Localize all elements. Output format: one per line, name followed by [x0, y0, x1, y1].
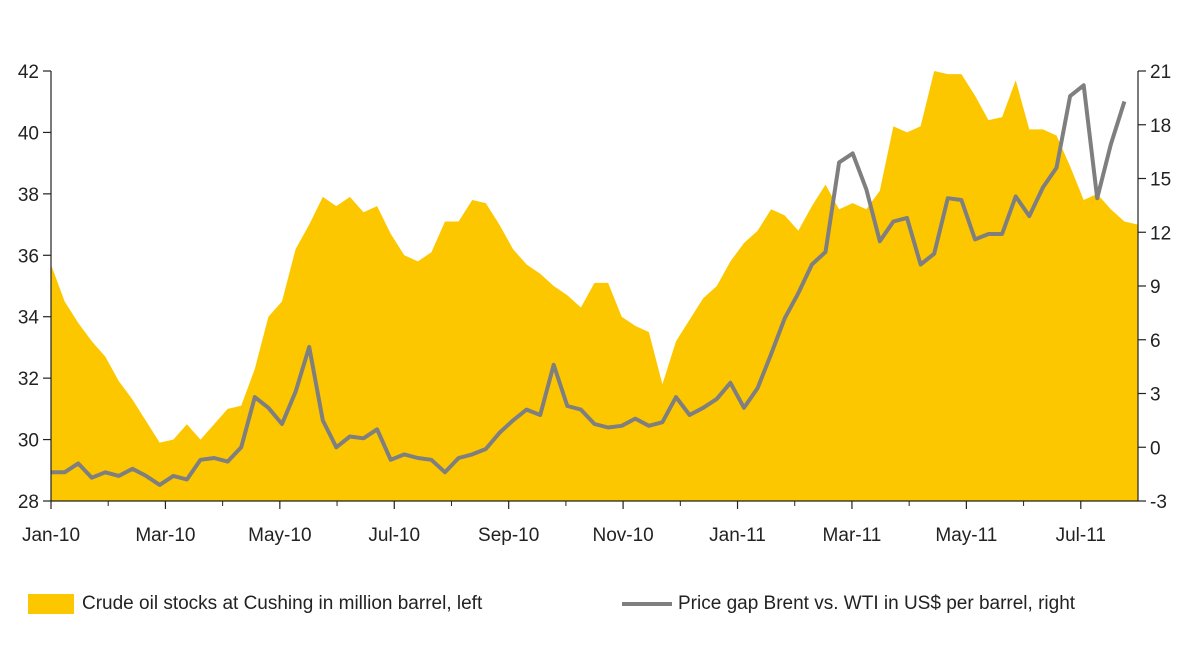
legend: Crude oil stocks at Cushing in million b…: [0, 584, 1200, 624]
right-tick-label: 15: [1150, 170, 1171, 191]
x-tick-label: Sep-10: [478, 525, 539, 546]
x-tick-label: May-10: [248, 525, 311, 546]
axes: [43, 70, 1146, 509]
line-series-price-gap: [51, 83, 1127, 487]
left-tick-label: 36: [18, 246, 39, 267]
right-tick-label: 3: [1150, 385, 1161, 406]
legend-item-area: Crude oil stocks at Cushing in million b…: [28, 584, 482, 624]
right-tick-label: 0: [1150, 438, 1161, 459]
right-tick-label: 21: [1150, 62, 1171, 83]
legend-swatch-area: [28, 594, 74, 614]
x-tick-label: Mar-10: [135, 525, 195, 546]
left-tick-label: 28: [18, 492, 39, 513]
left-tick-label: 38: [18, 185, 39, 206]
right-tick-label: 6: [1150, 331, 1161, 352]
x-tick-label: Jul-11: [1056, 525, 1106, 546]
x-tick-label: Jan-11: [709, 525, 766, 546]
right-tick-label: 12: [1150, 223, 1171, 244]
legend-swatch-line: [622, 602, 672, 606]
left-tick-label: 34: [18, 308, 40, 329]
left-tick-label: 32: [18, 369, 39, 390]
right-tick-label: 9: [1150, 277, 1161, 298]
left-tick-label: 30: [18, 431, 39, 452]
x-tick-label: Nov-10: [592, 525, 653, 546]
x-tick-label: Jan-10: [22, 525, 80, 546]
legend-label-line: Price gap Brent vs. WTI in US$ per barre…: [678, 593, 1076, 614]
legend-item-line: Price gap Brent vs. WTI in US$ per barre…: [622, 584, 1075, 624]
x-tick-label: Jul-10: [368, 525, 420, 546]
left-tick-label: 42: [18, 62, 39, 83]
right-tick-label: 18: [1150, 116, 1171, 137]
legend-label-area: Crude oil stocks at Cushing in million b…: [82, 593, 483, 614]
right-tick-label: -3: [1150, 492, 1167, 513]
x-tick-label: Mar-11: [823, 525, 882, 546]
x-tick-label: May-11: [935, 525, 997, 546]
area-series-cushing-stocks: [51, 71, 1138, 501]
left-tick-label: 40: [18, 123, 39, 144]
